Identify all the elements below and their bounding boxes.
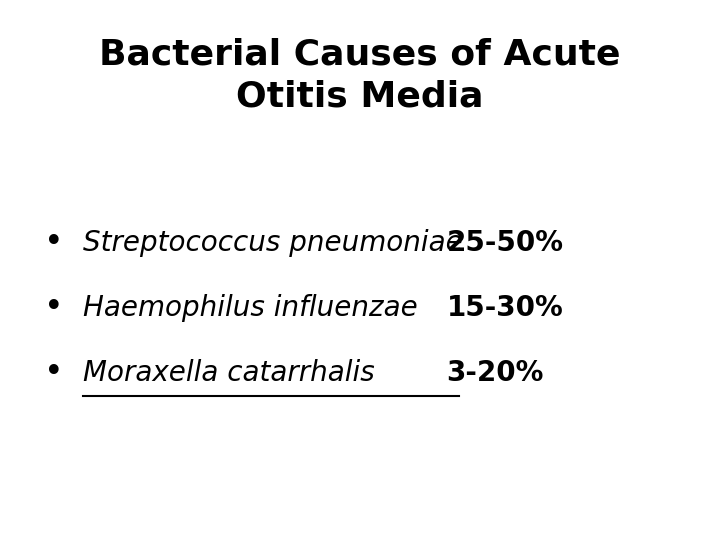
Text: •: • — [44, 291, 64, 325]
Text: 3-20%: 3-20% — [446, 359, 544, 387]
Text: •: • — [44, 226, 64, 260]
Text: Moraxella catarrhalis: Moraxella catarrhalis — [83, 359, 374, 387]
Text: Streptococcus pneumoniae: Streptococcus pneumoniae — [83, 229, 462, 257]
Text: 15-30%: 15-30% — [446, 294, 563, 322]
Text: Bacterial Causes of Acute
Otitis Media: Bacterial Causes of Acute Otitis Media — [99, 38, 621, 114]
Text: 25-50%: 25-50% — [446, 229, 563, 257]
Text: Haemophilus influenzae: Haemophilus influenzae — [83, 294, 418, 322]
Text: •: • — [44, 356, 64, 389]
